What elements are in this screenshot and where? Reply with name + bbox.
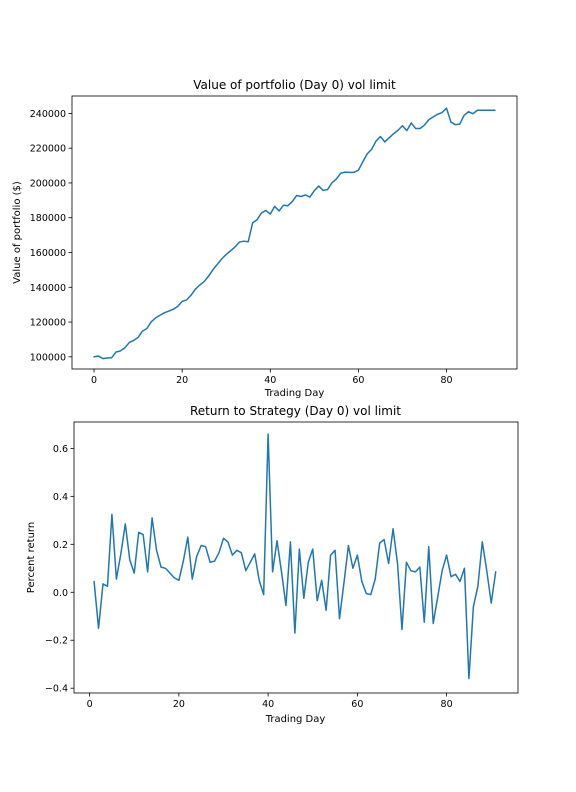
- value-chart-frame: [71, 95, 518, 370]
- return-chart-ytick-label: −0.4: [45, 684, 68, 695]
- value-chart-ytick-label: 100000: [30, 352, 66, 363]
- value-chart-ylabel: Value of portfolio ($): [12, 181, 23, 284]
- value-chart-xtick-label: 0: [91, 375, 97, 386]
- value-chart-ytick-label: 140000: [30, 283, 66, 294]
- return-chart-xtick-label: 60: [351, 699, 363, 710]
- value-chart-ytick-label: 180000: [30, 213, 66, 224]
- return-chart-ytick-label: 0.6: [53, 444, 68, 455]
- return-chart-series-line: [93, 433, 497, 680]
- value-chart-plot-area: [93, 107, 496, 360]
- return-chart-xlabel: Trading Day: [265, 714, 326, 725]
- return-chart-xtick-label: 40: [262, 699, 274, 710]
- return-chart-xtick-label: 20: [173, 699, 185, 710]
- return-chart-xtick-label: 0: [87, 699, 93, 710]
- value-chart-ytick-label: 160000: [30, 248, 66, 259]
- return-chart-ytick-label: −0.2: [45, 636, 68, 647]
- return-chart-plot-area: [93, 433, 497, 680]
- value-chart-xtick-label: 80: [440, 375, 452, 386]
- return-chart-ytick-label: 0.0: [53, 588, 68, 599]
- return-chart-ytick-label: 0.2: [53, 540, 68, 551]
- return-chart-frame: [73, 421, 519, 694]
- value-chart-ytick-label: 120000: [30, 318, 66, 329]
- value-chart-xlabel: Trading Day: [264, 388, 325, 399]
- value-chart-xtick-label: 40: [264, 375, 276, 386]
- return-chart-ylabel: Percent return: [26, 522, 37, 593]
- value-chart-ytick-label: 220000: [30, 144, 66, 155]
- value-chart-axes: 0 20 40 60 80 100000 120000 140000 160000 180000 2…: [30, 109, 453, 386]
- value-chart: Value of portfolio (Day 0) vol limit Tra…: [12, 78, 518, 399]
- value-chart-ytick-label: 200000: [30, 178, 66, 189]
- return-chart-axes: 0 20 40 60 80 −0.4 −0.2 0.0 0.2 0.4 0.6: [45, 444, 453, 710]
- value-chart-xtick-label: 60: [352, 375, 364, 386]
- return-chart-title: Return to Strategy (Day 0) vol limit: [190, 404, 401, 418]
- value-chart-xtick-label: 20: [176, 375, 188, 386]
- return-chart-ytick-label: 0.4: [53, 492, 68, 503]
- value-chart-series-line: [93, 107, 496, 360]
- return-chart: Return to Strategy (Day 0) vol limit Tra…: [26, 404, 519, 725]
- value-chart-title: Value of portfolio (Day 0) vol limit: [193, 78, 396, 92]
- return-chart-xtick-label: 80: [441, 699, 453, 710]
- value-chart-ytick-label: 240000: [30, 109, 66, 120]
